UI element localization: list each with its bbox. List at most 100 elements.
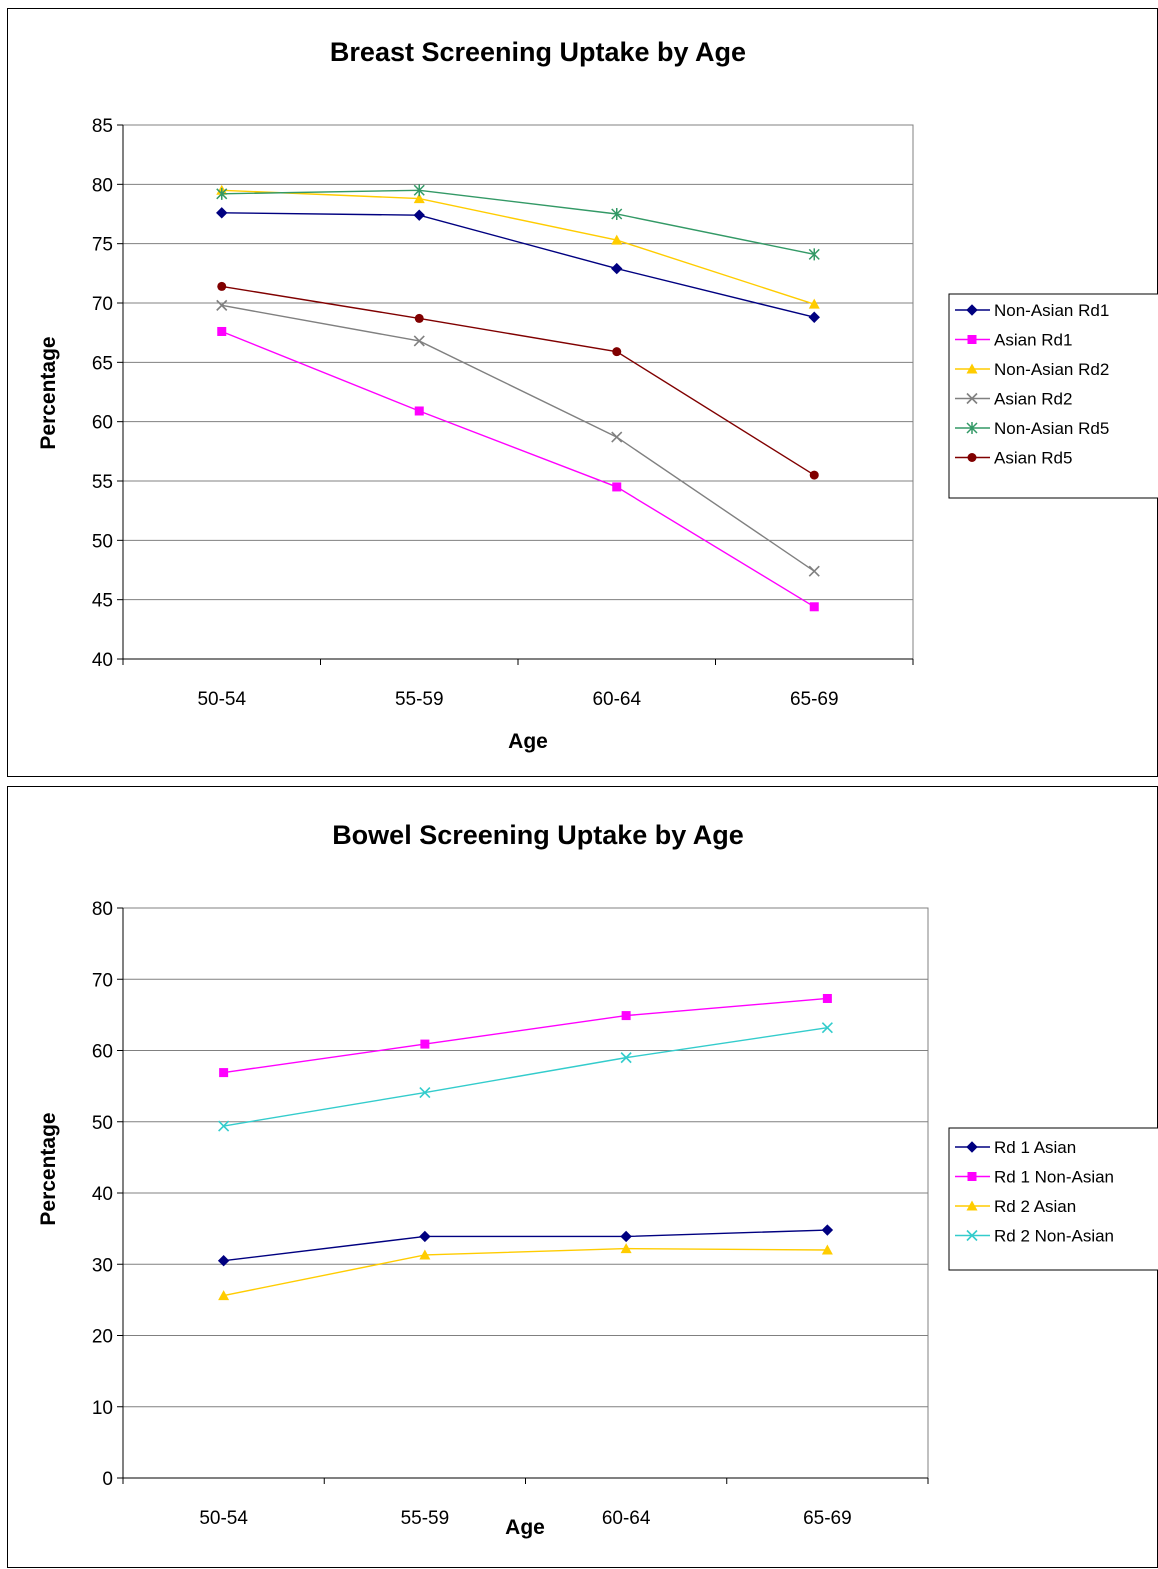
x-axis-title: Age xyxy=(508,730,548,753)
series-rd-2-asian xyxy=(218,1243,833,1301)
data-point xyxy=(620,1230,632,1243)
data-point xyxy=(821,1022,833,1034)
y-tick-label: 75 xyxy=(92,235,113,256)
series-rd-1-asian xyxy=(217,1224,834,1267)
y-tick-label: 0 xyxy=(102,1469,113,1490)
legend-label: Asian Rd1 xyxy=(994,331,1072,350)
legend-item: Asian Rd2 xyxy=(955,390,1072,409)
legend-item: Rd 1 Asian xyxy=(955,1138,1076,1157)
legend-marker xyxy=(967,1172,977,1181)
plot-frame xyxy=(122,124,914,660)
legend-item: Non-Asian Rd5 xyxy=(955,419,1109,438)
legend: Non-Asian Rd1 Asian Rd1 Non-Asian Rd2 Asian… xyxy=(948,293,1158,499)
breast-chart: Breast Screening Uptake by Age 40 45 50 55 6… xyxy=(37,37,1158,753)
data-point xyxy=(821,1244,833,1255)
data-point xyxy=(808,565,820,577)
legend-label: Non-Asian Rd1 xyxy=(994,301,1109,320)
series-line xyxy=(223,1027,828,1127)
y-tick-label: 60 xyxy=(92,413,113,434)
series-line xyxy=(221,285,815,476)
y-tick-label: 85 xyxy=(92,116,113,137)
legend-marker xyxy=(966,422,978,434)
x-tick-label: 55-59 xyxy=(395,689,444,710)
bowel-chart: Bowel Screening Uptake by Age 0 10 20 30 40 5… xyxy=(37,820,1158,1539)
series-asian-rd2 xyxy=(216,299,820,577)
data-point xyxy=(419,1086,431,1099)
legend-marker xyxy=(966,304,978,316)
legend-marker xyxy=(967,335,977,344)
y-tick-label: 45 xyxy=(92,591,113,612)
data-point xyxy=(620,1052,632,1064)
data-point xyxy=(216,299,228,311)
y-tick-label: 70 xyxy=(92,294,113,315)
data-point xyxy=(611,431,623,443)
data-point xyxy=(217,326,227,336)
data-point xyxy=(414,313,424,323)
series-rd-2-non-asian xyxy=(218,1022,833,1132)
legend-item: Rd 2 Non-Asian xyxy=(955,1227,1114,1246)
x-tick-label: 65-69 xyxy=(803,1508,852,1529)
legend-marker xyxy=(967,453,977,462)
data-point xyxy=(218,1290,230,1301)
legend-marker xyxy=(966,392,978,405)
legend-label: Rd 2 Asian xyxy=(994,1197,1076,1216)
data-point xyxy=(219,1068,229,1078)
y-axis-title: Percentage xyxy=(37,1112,60,1225)
legend-marker xyxy=(966,1229,978,1242)
series-line xyxy=(223,1229,828,1262)
legend-label: Rd 2 Non-Asian xyxy=(994,1227,1114,1246)
legend-label: Non-Asian Rd5 xyxy=(994,419,1109,438)
x-tick-label: 60-64 xyxy=(592,689,641,710)
breast-chart-panel: Breast Screening Uptake by Age 40 45 50 55 6… xyxy=(7,8,1158,777)
x-tick-label: 65-69 xyxy=(790,689,839,710)
series-line xyxy=(221,189,815,305)
y-tick-label: 80 xyxy=(92,175,113,196)
data-point xyxy=(414,406,424,416)
data-point xyxy=(611,234,623,245)
series-asian-rd5 xyxy=(217,281,819,480)
series-line xyxy=(223,997,828,1074)
x-tick-label: 50-54 xyxy=(199,1508,248,1529)
series-line xyxy=(221,304,815,572)
legend-item: Asian Rd1 xyxy=(955,331,1072,350)
data-point xyxy=(621,1011,631,1021)
data-point xyxy=(419,1230,431,1243)
legend-box xyxy=(948,1127,1158,1271)
legend-item: Rd 2 Asian xyxy=(955,1197,1076,1216)
legend-item: Non-Asian Rd1 xyxy=(955,301,1109,320)
legend-label: Rd 1 Asian xyxy=(994,1138,1076,1157)
series-asian-rd1 xyxy=(217,326,819,612)
y-tick-label: 20 xyxy=(92,1327,113,1348)
y-tick-label: 40 xyxy=(92,1184,113,1205)
data-point xyxy=(612,482,622,492)
data-point xyxy=(809,470,819,480)
chart-title: Breast Screening Uptake by Age xyxy=(330,37,746,67)
data-point xyxy=(420,1039,430,1049)
legend-label: Rd 1 Non-Asian xyxy=(994,1168,1114,1187)
series-non-asian-rd2 xyxy=(216,184,820,309)
data-point xyxy=(822,993,832,1003)
plot-area: 40 45 50 55 60 65 70 75 80 85 50-54 55-59 60-64 65-69 xyxy=(92,116,914,710)
legend-label: Non-Asian Rd2 xyxy=(994,360,1109,379)
legend: Rd 1 Asian Rd 1 Non-Asian Rd 2 Asian Rd 2 N… xyxy=(948,1127,1158,1271)
series-line xyxy=(223,1247,828,1297)
data-point xyxy=(413,193,425,204)
y-tick-label: 40 xyxy=(92,650,113,671)
y-tick-label: 10 xyxy=(92,1398,113,1419)
legend-item: Asian Rd5 xyxy=(955,449,1072,468)
legend-item: Non-Asian Rd2 xyxy=(955,360,1109,379)
data-point xyxy=(808,248,820,261)
bowel-chart-panel: Bowel Screening Uptake by Age 0 10 20 30 40 5… xyxy=(7,786,1158,1568)
legend-marker xyxy=(966,1200,978,1211)
x-axis-title: Age xyxy=(505,1516,545,1539)
data-point xyxy=(217,281,227,291)
x-tick-label: 50-54 xyxy=(197,689,246,710)
data-point xyxy=(809,602,819,612)
plot-area: 0 10 20 30 40 50 60 70 80 50-54 55-59 60-64 65-69 xyxy=(92,899,929,1529)
data-point xyxy=(821,1224,834,1236)
y-tick-label: 50 xyxy=(92,1113,113,1134)
y-tick-label: 80 xyxy=(92,899,113,920)
x-tick-label: 60-64 xyxy=(602,1508,651,1529)
data-point xyxy=(413,209,425,221)
y-tick-label: 30 xyxy=(92,1255,113,1276)
